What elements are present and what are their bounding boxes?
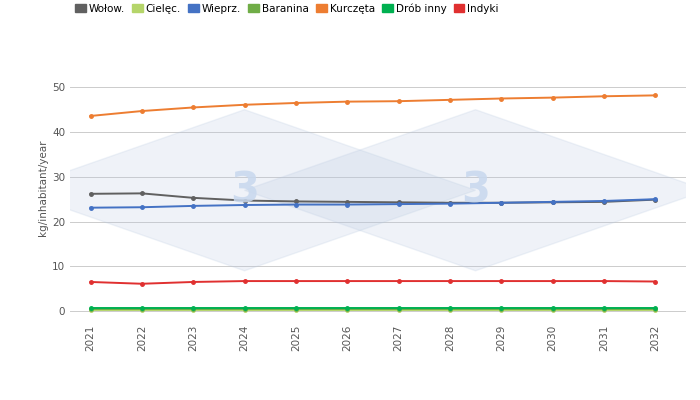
Y-axis label: kg/inhabitant/year: kg/inhabitant/year	[38, 140, 48, 236]
Drób inny	[86, 306, 94, 310]
Kurczęta	[86, 114, 94, 118]
Drób inny	[651, 306, 659, 310]
Baranina	[548, 306, 556, 311]
Cielęc.	[343, 308, 351, 312]
Indyki	[600, 279, 608, 284]
Kurczęta	[548, 95, 556, 100]
Drób inny	[497, 306, 505, 310]
Wieprz.	[651, 197, 659, 202]
Cielęc.	[600, 308, 608, 312]
Kurczęta	[343, 99, 351, 104]
Kurczęta	[138, 109, 146, 114]
Baranina	[86, 306, 94, 311]
Baranina	[292, 306, 300, 311]
Indyki	[343, 279, 351, 284]
Drób inny	[343, 306, 351, 310]
Wieprz.	[343, 202, 351, 207]
Indyki	[497, 279, 505, 284]
Cielęc.	[86, 308, 94, 312]
Wołow.	[548, 200, 556, 205]
Line: Cielęc.: Cielęc.	[89, 308, 657, 312]
Baranina	[446, 306, 454, 311]
Baranina	[651, 306, 659, 311]
Text: 3: 3	[461, 169, 490, 211]
Wieprz.	[394, 202, 402, 206]
Cielęc.	[138, 308, 146, 312]
Kurczęta	[651, 93, 659, 98]
Baranina	[189, 306, 197, 311]
Line: Wołow.: Wołow.	[89, 192, 657, 204]
Wieprz.	[548, 200, 556, 204]
Drób inny	[394, 306, 402, 310]
Kurczęta	[292, 100, 300, 105]
Wołow.	[343, 200, 351, 204]
Wieprz.	[138, 205, 146, 210]
Baranina	[394, 306, 402, 311]
Wieprz.	[497, 200, 505, 205]
Indyki	[138, 281, 146, 286]
Drób inny	[600, 306, 608, 310]
Polygon shape	[244, 110, 700, 271]
Indyki	[86, 280, 94, 284]
Baranina	[240, 306, 248, 311]
Baranina	[138, 306, 146, 311]
Wołow.	[138, 191, 146, 196]
Legend: Wołow., Cielęc., Wieprz., Baranina, Kurczęta, Drób inny, Indyki: Wołow., Cielęc., Wieprz., Baranina, Kurc…	[75, 3, 498, 14]
Line: Wieprz.: Wieprz.	[89, 198, 657, 210]
Indyki	[189, 280, 197, 284]
Indyki	[240, 279, 248, 284]
Wołow.	[189, 196, 197, 200]
Drób inny	[240, 306, 248, 310]
Baranina	[497, 306, 505, 311]
Baranina	[343, 306, 351, 311]
Wołow.	[497, 200, 505, 205]
Drób inny	[548, 306, 556, 310]
Drób inny	[292, 306, 300, 310]
Cielęc.	[548, 308, 556, 312]
Kurczęta	[497, 96, 505, 101]
Cielęc.	[497, 308, 505, 312]
Wołow.	[651, 197, 659, 202]
Cielęc.	[292, 308, 300, 312]
Baranina	[600, 306, 608, 311]
Line: Drób inny: Drób inny	[89, 306, 657, 310]
Cielęc.	[394, 308, 402, 312]
Cielęc.	[189, 308, 197, 312]
Kurczęta	[240, 102, 248, 107]
Drób inny	[138, 306, 146, 310]
Indyki	[292, 279, 300, 284]
Text: 3: 3	[230, 169, 259, 211]
Wieprz.	[240, 203, 248, 208]
Indyki	[548, 279, 556, 284]
Kurczęta	[394, 99, 402, 104]
Drób inny	[189, 306, 197, 310]
Wieprz.	[600, 198, 608, 203]
Wieprz.	[446, 201, 454, 206]
Wieprz.	[86, 205, 94, 210]
Wołow.	[600, 200, 608, 204]
Kurczęta	[189, 105, 197, 110]
Kurczęta	[446, 98, 454, 102]
Kurczęta	[600, 94, 608, 99]
Polygon shape	[13, 110, 475, 271]
Drób inny	[446, 306, 454, 310]
Indyki	[394, 279, 402, 284]
Wieprz.	[292, 202, 300, 207]
Indyki	[446, 279, 454, 284]
Wołow.	[240, 198, 248, 203]
Wołow.	[292, 199, 300, 204]
Line: Kurczęta: Kurczęta	[89, 94, 657, 118]
Wołow.	[394, 200, 402, 205]
Line: Baranina: Baranina	[89, 307, 657, 310]
Line: Indyki: Indyki	[89, 279, 657, 286]
Cielęc.	[446, 308, 454, 312]
Wołow.	[86, 192, 94, 196]
Wołow.	[446, 200, 454, 205]
Indyki	[651, 279, 659, 284]
Cielęc.	[240, 308, 248, 312]
Cielęc.	[651, 308, 659, 312]
Wieprz.	[189, 204, 197, 208]
